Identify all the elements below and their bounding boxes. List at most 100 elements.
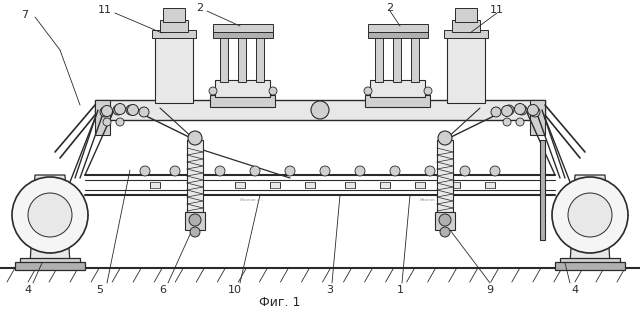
Bar [370,80,425,97]
Circle shape [102,106,113,116]
Circle shape [516,118,524,126]
Circle shape [250,166,260,176]
Text: 1: 1 [397,285,403,295]
Bar [530,100,545,135]
Bar [185,212,205,230]
Circle shape [188,131,202,145]
Bar [450,182,460,188]
Bar [213,24,273,32]
Circle shape [269,87,277,95]
Bar [152,30,196,38]
Circle shape [517,105,527,115]
Bar [256,35,264,82]
Circle shape [126,105,136,115]
Circle shape [100,107,110,117]
Bar [213,30,273,38]
Bar [455,8,477,22]
Bar [415,182,425,188]
Circle shape [552,177,628,253]
Bar [560,258,620,268]
Bar [150,182,160,188]
Circle shape [502,106,513,116]
Circle shape [28,193,72,237]
Circle shape [424,87,432,95]
Bar [238,35,246,82]
Text: 2: 2 [196,3,204,13]
Circle shape [12,177,88,253]
Circle shape [490,166,500,176]
Polygon shape [30,175,70,265]
Bar [411,35,419,82]
Bar [235,182,245,188]
Circle shape [311,101,329,119]
Circle shape [504,105,514,115]
Circle shape [390,166,400,176]
Bar [95,100,545,120]
Circle shape [285,166,295,176]
Bar [160,20,188,32]
Bar [155,35,193,103]
Text: 9: 9 [486,285,493,295]
Circle shape [515,104,525,115]
Bar [435,212,455,230]
Bar [15,262,85,270]
Text: 5: 5 [97,285,104,295]
Bar [95,100,110,135]
Text: 6: 6 [159,285,166,295]
Bar [190,182,200,188]
Circle shape [364,87,372,95]
Circle shape [527,105,538,116]
Text: 7: 7 [21,10,29,20]
Circle shape [139,107,149,117]
Bar [437,140,453,215]
Bar [452,20,480,32]
Bar [210,95,275,107]
Circle shape [170,166,180,176]
Text: 3: 3 [326,285,333,295]
Text: Фиг. 1: Фиг. 1 [259,296,301,310]
Bar [305,182,315,188]
Text: 4: 4 [24,285,31,295]
Circle shape [127,105,138,116]
Bar [187,140,203,215]
Bar [393,35,401,82]
Bar [380,182,390,188]
Bar [368,24,428,32]
Circle shape [530,107,540,117]
Polygon shape [570,175,610,265]
Bar [163,8,185,22]
Text: 2: 2 [387,3,394,13]
Bar [365,95,430,107]
Circle shape [568,193,612,237]
Circle shape [190,227,200,237]
Text: 11: 11 [98,5,112,15]
Circle shape [438,131,452,145]
Circle shape [115,104,125,115]
Circle shape [209,87,217,95]
Circle shape [440,227,450,237]
Circle shape [215,166,225,176]
Circle shape [320,166,330,176]
Text: Иванов и...: Иванов и... [240,198,263,202]
Circle shape [103,118,111,126]
Bar [447,35,485,103]
Circle shape [439,214,451,226]
Bar [368,30,428,38]
Circle shape [460,166,470,176]
Text: 10: 10 [228,285,242,295]
Bar [444,30,488,38]
Bar [540,140,545,240]
Circle shape [140,166,150,176]
Circle shape [113,105,123,115]
Bar [20,258,80,268]
Bar [375,35,383,82]
Circle shape [355,166,365,176]
Bar [485,182,495,188]
Text: 11: 11 [490,5,504,15]
Bar [555,262,625,270]
Bar [220,35,228,82]
Circle shape [425,166,435,176]
Circle shape [503,118,511,126]
Bar [270,182,280,188]
Text: 4: 4 [572,285,579,295]
